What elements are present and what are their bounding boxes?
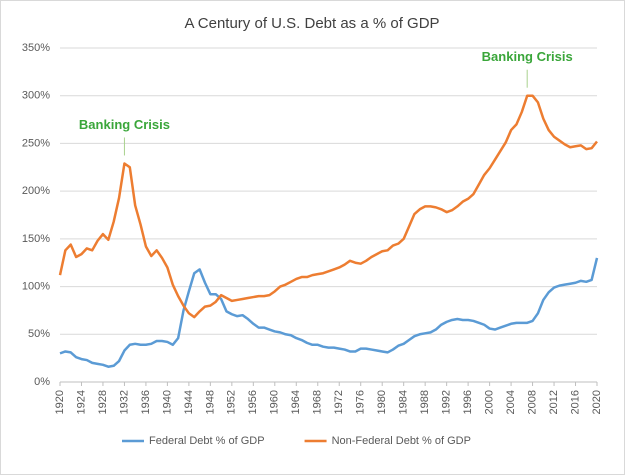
x-tick-label: 1924 — [75, 390, 87, 414]
x-tick-label: 2012 — [548, 390, 560, 414]
x-tick-label: 2008 — [526, 390, 538, 414]
x-tick-label: 1956 — [247, 390, 259, 414]
x-tick-label: 1968 — [312, 390, 324, 414]
x-tick-label: 2016 — [569, 390, 581, 414]
series-line — [58, 94, 598, 319]
x-tick-label: 1936 — [140, 390, 152, 414]
y-tick-label: 350% — [22, 42, 50, 54]
annotation-text: Banking Crisis — [79, 117, 170, 132]
y-tick-label: 200% — [22, 185, 50, 197]
x-tick-label: 1972 — [333, 390, 345, 414]
x-tick-label: 1976 — [355, 390, 367, 414]
x-tick-label: 1980 — [376, 390, 388, 414]
x-tick-label: 1952 — [226, 390, 238, 414]
y-tick-label: 250% — [22, 137, 50, 149]
x-tick-label: 1988 — [419, 390, 431, 414]
x-tick-label: 2004 — [505, 390, 517, 414]
legend-label: Non-Federal Debt % of GDP — [332, 435, 471, 447]
y-tick-label: 50% — [28, 328, 50, 340]
x-tick-label: 1920 — [54, 390, 66, 414]
legend-label: Federal Debt % of GDP — [149, 435, 265, 447]
series-line — [59, 257, 599, 368]
x-tick-label: 1948 — [204, 390, 216, 414]
x-tick-label: 1944 — [183, 390, 195, 414]
chart-title: A Century of U.S. Debt as a % of GDP — [184, 15, 439, 32]
x-tick-label: 2000 — [484, 390, 496, 414]
x-tick-label: 1960 — [269, 390, 281, 414]
annotation-text: Banking Crisis — [482, 49, 573, 64]
x-tick-label: 1928 — [97, 390, 109, 414]
y-tick-label: 150% — [22, 233, 50, 245]
x-tick-label: 1964 — [290, 390, 302, 414]
x-tick-label: 1996 — [462, 390, 474, 414]
x-tick-label: 2020 — [591, 390, 603, 414]
y-tick-label: 300% — [22, 90, 50, 102]
x-tick-label: 1940 — [161, 390, 173, 414]
y-tick-label: 100% — [22, 280, 50, 292]
x-tick-label: 1932 — [118, 390, 130, 414]
x-tick-label: 1992 — [441, 390, 453, 414]
x-tick-label: 1984 — [398, 390, 410, 414]
y-tick-label: 0% — [34, 376, 50, 388]
